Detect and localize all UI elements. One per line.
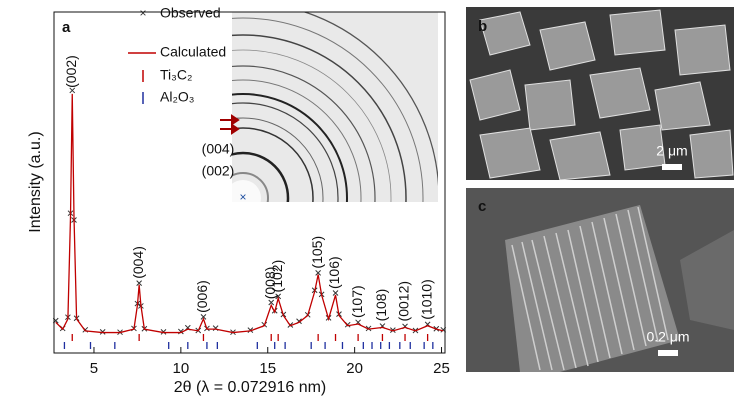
observed-point — [268, 299, 275, 306]
beam-center: × — [239, 190, 246, 204]
panel-label: a — [62, 19, 71, 36]
peak-label: (1010) — [418, 279, 434, 319]
peak-label: (102) — [269, 260, 285, 293]
panel-label: c — [478, 198, 486, 215]
inset-label: (004) — [202, 141, 235, 157]
beam-stop — [232, 180, 261, 202]
y-axis-label: Intensity (a.u.) — [27, 131, 44, 232]
inset-label: (002) — [202, 163, 235, 179]
scale-bar — [662, 164, 682, 170]
peak-label: (0012) — [396, 281, 412, 321]
calculated-line — [55, 93, 444, 334]
observed-point — [315, 270, 321, 276]
x-tick-label: 5 — [90, 360, 98, 377]
plot-frame — [53, 11, 446, 354]
observed-point — [69, 87, 76, 94]
peak-label: (002) — [63, 55, 79, 88]
panel-label: b — [478, 18, 487, 35]
scale-bar — [658, 350, 678, 356]
plot: 5 10 15 20 25(002)(004)(006) (008)(102)(105)(… — [52, 5, 450, 377]
peak-label: (106) — [326, 256, 342, 289]
observed-point — [200, 314, 207, 320]
peak-label: (004) — [130, 246, 146, 279]
x-tick-label: 25 — [433, 360, 450, 377]
observed-point — [136, 280, 143, 286]
sem-image-b — [466, 7, 734, 180]
peak-label: (105) — [309, 236, 325, 269]
x-tick-label: 10 — [173, 360, 190, 377]
peak-label: (008) — [262, 267, 278, 300]
peak-label: (108) — [373, 289, 389, 322]
legend-marker: × — [139, 6, 146, 20]
legend-label: Ti₃C₂ — [160, 67, 192, 83]
peak-label: (006) — [194, 280, 210, 313]
observed-point — [160, 329, 167, 335]
peak-label: (107) — [349, 285, 365, 318]
x-axis-label: 2θ (λ = 0.072916 nm) — [174, 379, 327, 396]
inset-arrows — [220, 114, 240, 135]
scale-bar-label: 0.2 μm — [646, 329, 689, 345]
legend-label: Observed — [160, 5, 221, 21]
observed-point — [99, 329, 106, 335]
inset — [232, 12, 438, 202]
x-tick-label: 15 — [259, 360, 276, 377]
legend-label: Calculated — [160, 44, 226, 60]
legend-label: Al₂O₃ — [160, 89, 194, 105]
rings — [232, 12, 438, 202]
scale-bar-label: 2 μm — [656, 143, 687, 159]
sem-image-c — [466, 188, 734, 372]
x-tick-label: 20 — [346, 360, 363, 377]
observed-point — [332, 290, 339, 296]
